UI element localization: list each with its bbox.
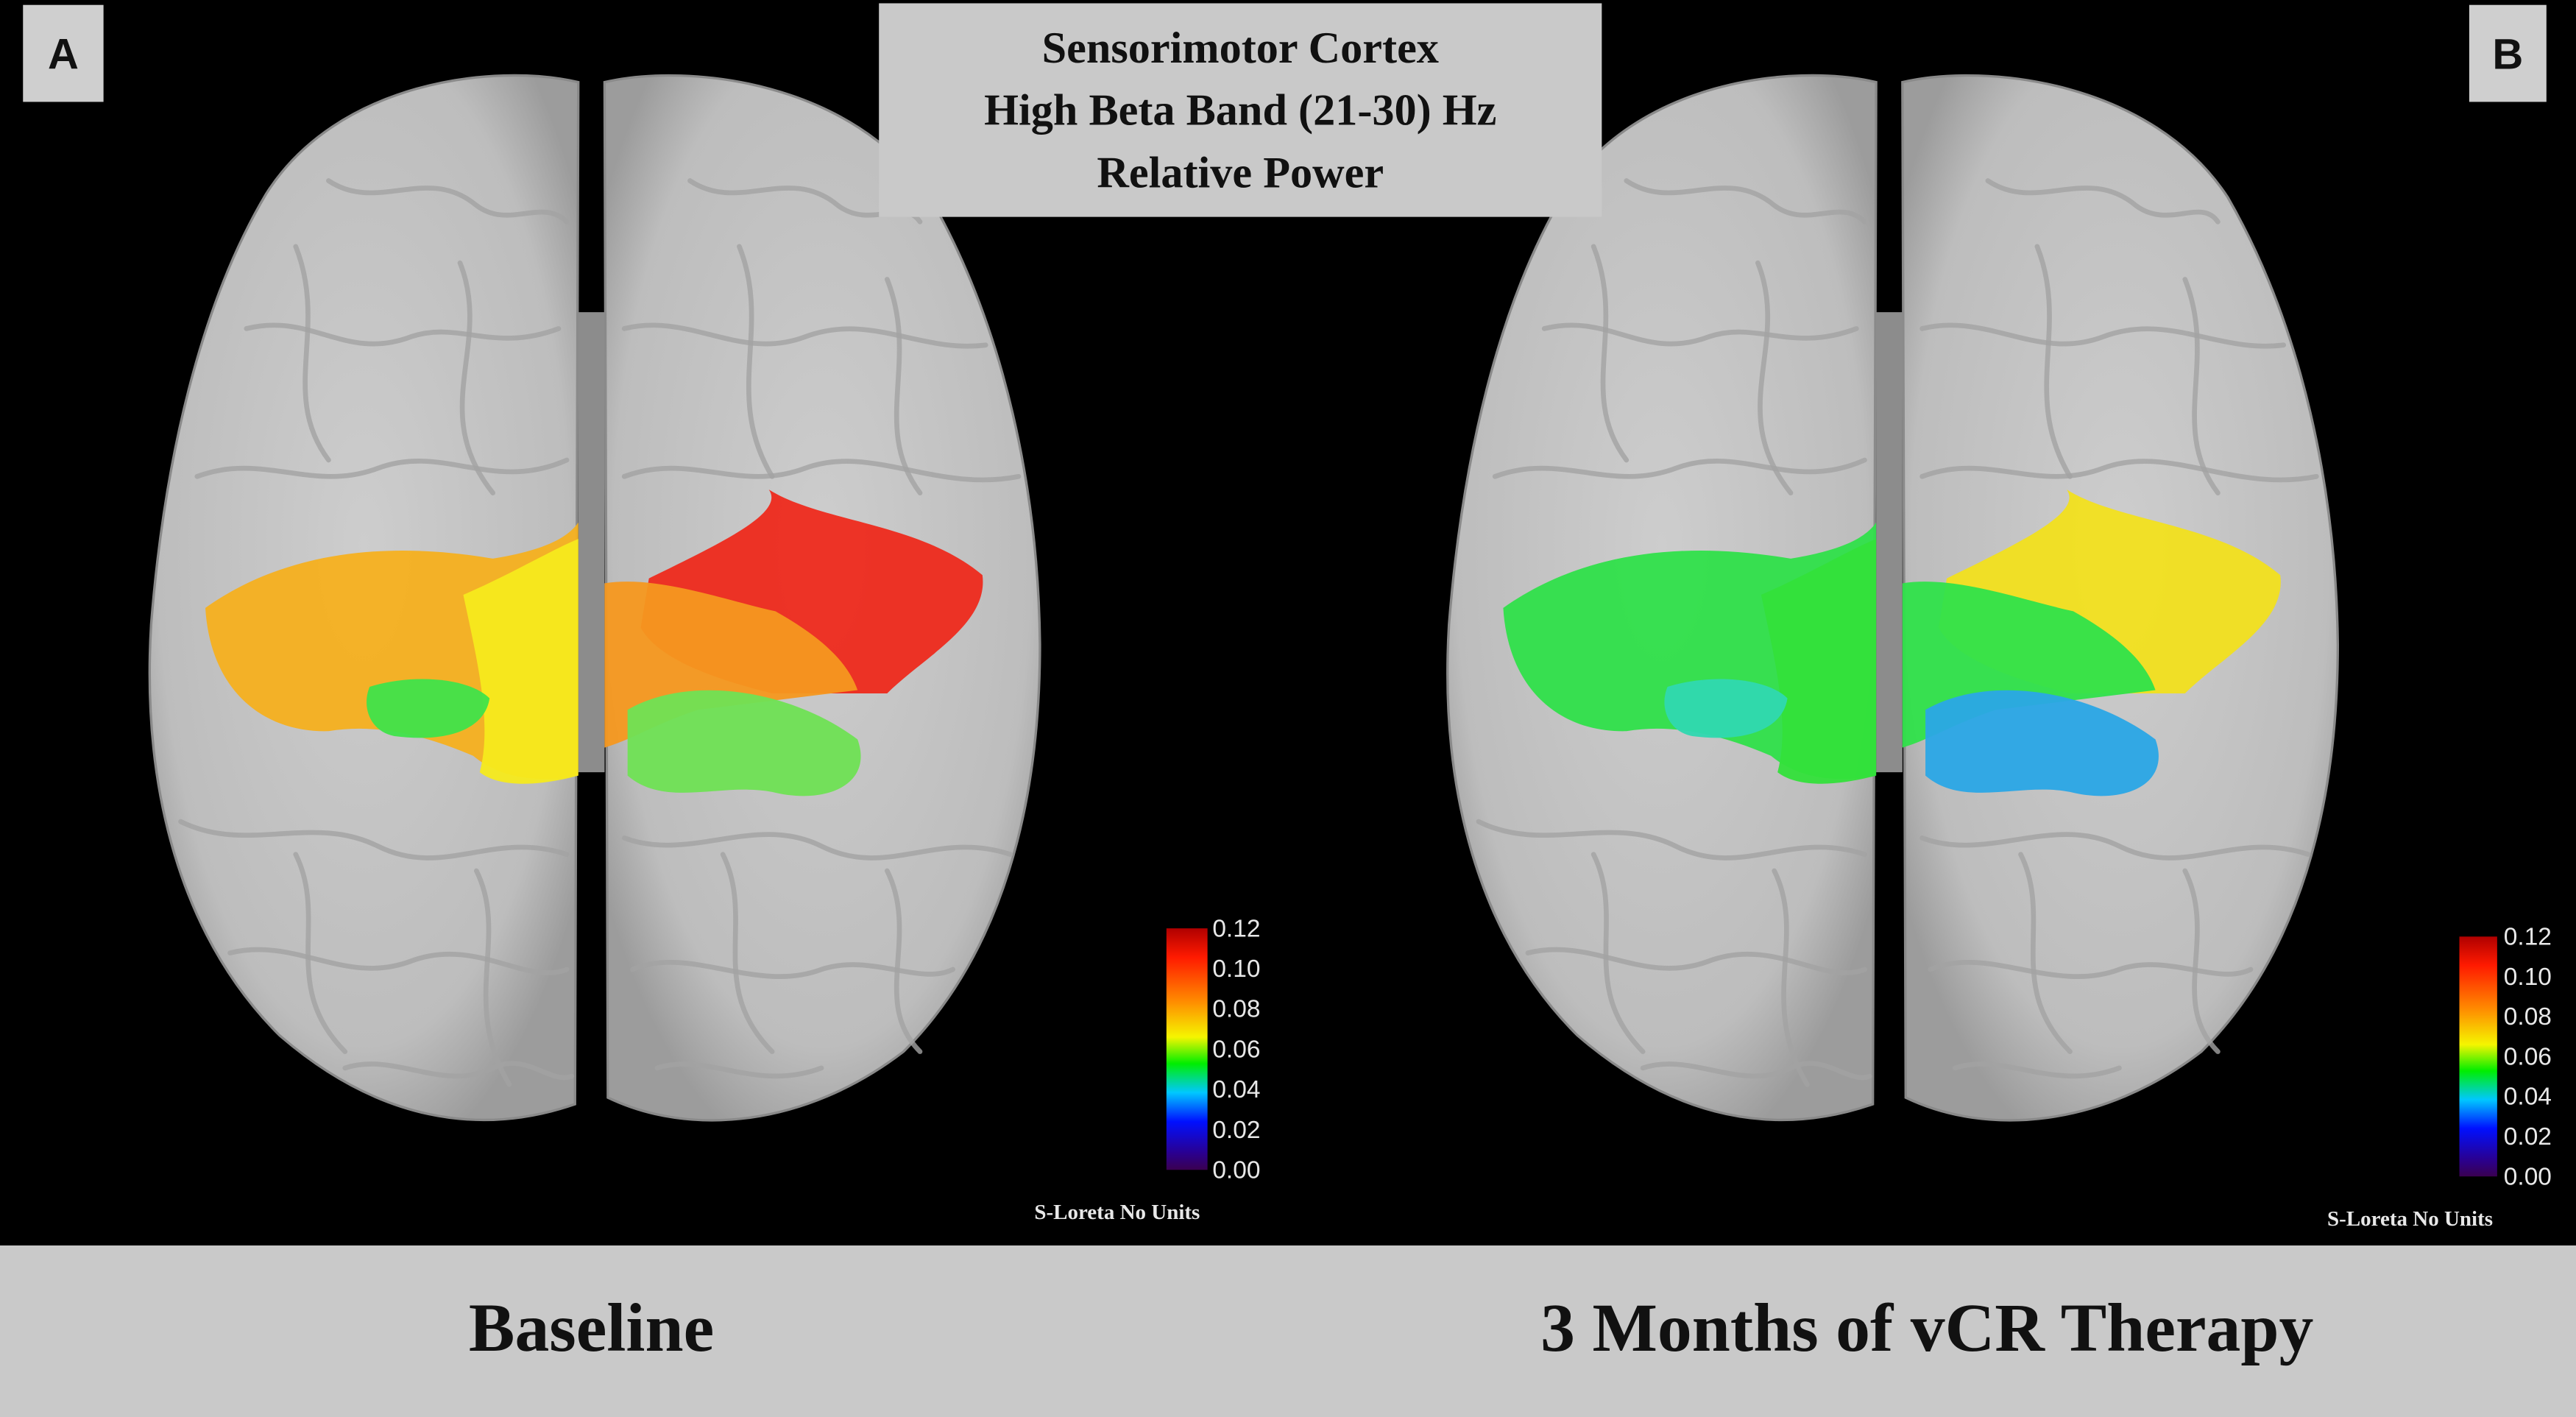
- gyrus: [326, 178, 570, 225]
- activation: [367, 679, 490, 738]
- gyrus: [457, 260, 495, 495]
- gyrus: [293, 244, 331, 463]
- gyrus: [1928, 959, 2254, 979]
- colorbar-tick-label: 0.02: [1212, 1117, 1260, 1144]
- gyrus: [2182, 868, 2221, 1054]
- colorbar-tick-label: 0.00: [2504, 1163, 2552, 1190]
- panel-caption: Baseline: [469, 1290, 714, 1366]
- gyrus: [1492, 457, 1867, 479]
- gyrus: [654, 1061, 824, 1079]
- gyrus: [1640, 1061, 1872, 1081]
- colorbar-tick-label: 0.10: [2504, 964, 2552, 991]
- midline: [1876, 312, 1903, 773]
- gyrus: [1772, 868, 1810, 1087]
- gyrus: [1919, 322, 2287, 349]
- activation: [1925, 690, 2159, 796]
- gyrus: [1476, 819, 1867, 861]
- title-box: [879, 3, 1602, 217]
- gyrus: [2182, 277, 2221, 495]
- colorbar-unit: S-Loreta No Units: [2327, 1207, 2493, 1231]
- activation: [627, 690, 861, 796]
- gyrus: [227, 947, 570, 975]
- gyrus: [621, 832, 1013, 861]
- colorbar-tick-label: 0.12: [2504, 923, 2552, 950]
- gyrus: [2018, 852, 2073, 1054]
- gyrus: [720, 852, 775, 1054]
- gyrus: [1541, 322, 1859, 347]
- gyrus: [885, 868, 923, 1054]
- colorbar: [1166, 928, 1208, 1170]
- gyrus: [621, 459, 1022, 483]
- colorbar-tick-label: 0.08: [1212, 996, 1260, 1023]
- panel-label-box: [23, 4, 104, 102]
- gyrus: [244, 322, 562, 347]
- colorbar-tick-label: 0.08: [2504, 1003, 2552, 1031]
- caption-strip: [0, 1245, 2576, 1417]
- gyrus: [1755, 260, 1794, 495]
- colorbar: [2459, 936, 2497, 1177]
- activation: [463, 539, 578, 784]
- brain-panel: [148, 74, 1041, 1122]
- activation: [1664, 679, 1788, 738]
- gyrus: [1919, 459, 2319, 483]
- gyrus: [194, 457, 570, 479]
- gyrus: [1590, 244, 1630, 463]
- title-line: Sensorimotor Cortex: [1042, 24, 1439, 73]
- colorbar-tick-label: 0.06: [1212, 1036, 1260, 1063]
- activation: [1761, 539, 1877, 784]
- colorbar-tick-label: 0.00: [1212, 1156, 1260, 1184]
- gyrus: [293, 852, 348, 1054]
- gyrus: [1952, 1061, 2122, 1079]
- panel-label: B: [2492, 31, 2523, 79]
- title-line: Relative Power: [1097, 148, 1384, 197]
- colorbar-tick-label: 0.06: [2504, 1043, 2552, 1070]
- colorbar-tick-label: 0.10: [1212, 955, 1260, 983]
- gyrus: [473, 868, 512, 1087]
- gyrus: [1919, 832, 2311, 861]
- gyrus: [1525, 947, 1867, 975]
- brain-panel: [1446, 74, 2340, 1122]
- gyrus: [621, 322, 988, 349]
- gyrus: [1624, 178, 1867, 225]
- panel-label: A: [48, 31, 79, 79]
- colorbar-tick-label: 0.04: [2504, 1084, 2552, 1111]
- gyrus: [2034, 244, 2073, 479]
- gyrus: [342, 1061, 575, 1081]
- panel-caption: 3 Months of vCR Therapy: [1540, 1290, 2313, 1366]
- gyrus: [1985, 178, 2221, 225]
- gyrus: [737, 244, 775, 479]
- colorbar-tick-label: 0.12: [1212, 915, 1260, 942]
- title-line: High Beta Band (21-30) Hz: [984, 86, 1496, 135]
- gyrus: [630, 959, 955, 979]
- colorbar-tick-label: 0.04: [1212, 1076, 1260, 1103]
- colorbar-tick-label: 0.02: [2504, 1123, 2552, 1151]
- panel-label-box: [2469, 4, 2547, 102]
- midline: [578, 312, 605, 773]
- gyrus: [885, 277, 923, 495]
- colorbar-unit: S-Loreta No Units: [1034, 1201, 1200, 1224]
- gyrus: [178, 819, 570, 861]
- gyrus: [1590, 852, 1646, 1054]
